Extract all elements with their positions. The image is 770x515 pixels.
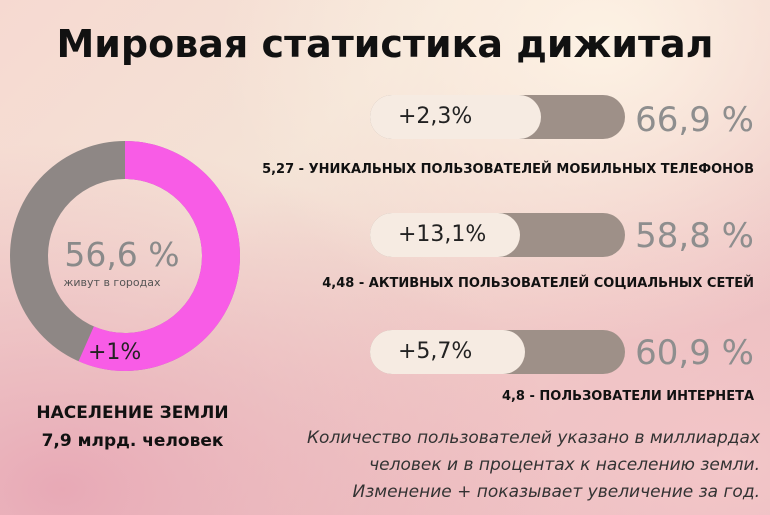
urban-percent-value: 56,6 % <box>64 235 180 274</box>
urban-population-donut-chart <box>10 141 240 371</box>
metric-change: +13,1% <box>398 222 487 247</box>
population-block: НАСЕЛЕНИЕ ЗЕМЛИ 7,9 млрд. человек <box>0 399 265 455</box>
metric-change: +5,7% <box>398 339 473 364</box>
metric-bar-social: +13,1% <box>370 213 625 257</box>
metric-bar-fill <box>370 213 520 257</box>
metric-percent: 66,9 % <box>635 100 754 140</box>
metric-percent: 60,9 % <box>635 333 754 373</box>
metric-bar-mobile: +2,3% <box>370 95 625 139</box>
urban-percent-caption: живут в городах <box>63 276 161 289</box>
footnote-line: Изменение + показывает увеличение за год… <box>352 482 761 502</box>
metric-bar-fill <box>370 95 541 139</box>
footnote-line: Количество пользователей указано в милли… <box>306 428 760 448</box>
metric-label: 4,48 - АКТИВНЫХ ПОЛЬЗОВАТЕЛЕЙ СОЦИАЛЬНЫХ… <box>322 276 754 291</box>
metric-label: 4,8 - ПОЛЬЗОВАТЕЛИ ИНТЕРНЕТА <box>501 389 754 404</box>
population-label: НАСЕЛЕНИЕ ЗЕМЛИ <box>36 403 229 423</box>
population-value: 7,9 млрд. человек <box>41 431 224 451</box>
footnote: Количество пользователей указано в милли… <box>240 425 760 506</box>
metric-percent: 58,8 % <box>635 216 754 256</box>
metric-change: +2,3% <box>398 104 473 129</box>
metric-bar-fill <box>370 330 525 374</box>
metric-bar-internet: +5,7% <box>370 330 625 374</box>
metric-label: 5,27 - УНИКАЛЬНЫХ ПОЛЬЗОВАТЕЛЕЙ МОБИЛЬНЫ… <box>262 162 754 177</box>
donut-value-arc <box>10 141 240 371</box>
footnote-line: человек и в процентах к населению земли. <box>369 455 760 475</box>
urban-change-value: +1% <box>88 340 142 365</box>
page-title: Мировая статистика дижитал <box>56 22 714 66</box>
